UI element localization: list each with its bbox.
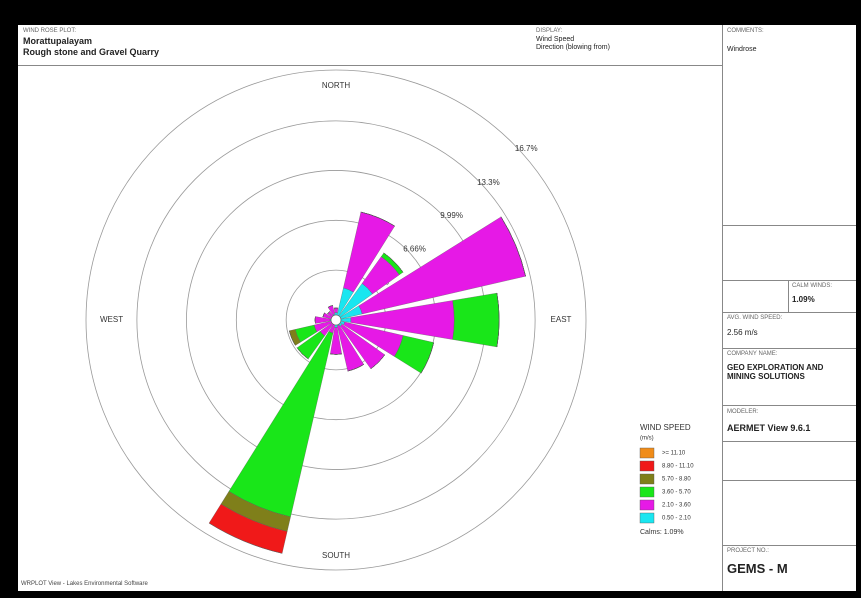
footer: WRPLOT View - Lakes Environmental Softwa… [21,581,148,587]
divider [788,280,789,312]
ring-label: 9.99% [440,211,463,220]
legend-swatch [639,486,655,498]
display: Wind Speed [536,36,575,43]
calms-label: Calms: 1.09% [640,529,684,536]
project: Rough stone and Gravel Quarry [23,47,160,57]
grid-ring [136,120,536,520]
sheet: WIND ROSE PLOT: Morattupalayam Rough sto… [18,25,856,591]
legend-swatch [639,460,655,472]
legend-label: 3.60 - 5.70 [662,490,691,496]
caption: CALM WINDS: [792,283,833,289]
divider [18,65,722,66]
legend-title: WIND SPEED [640,423,691,432]
divider [722,280,856,281]
legend-label: 8.80 - 11.10 [662,464,694,470]
legend-swatch [639,512,655,524]
compass-label: NORTH [322,81,351,90]
legend-label: 2.10 - 3.60 [662,503,691,509]
comments: Windrose [727,46,757,53]
legend-swatch [639,499,655,511]
petal-segment [496,293,500,347]
compass-label: WEST [100,315,123,324]
legend-unit: (m/s) [640,436,654,442]
divider [722,405,856,406]
ring-label: 13.3% [477,178,500,187]
divider [722,545,856,546]
legend-label: >= 11.10 [662,451,686,457]
divider [722,441,856,442]
divider [722,480,856,481]
modeler: AERMET View 9.6.1 [727,423,811,433]
caption: COMPANY NAME: [727,351,778,357]
caption: PROJECT NO.: [727,548,769,554]
site: Morattupalayam [23,36,93,46]
display: Direction (blowing from) [536,44,610,51]
petal-segment [333,307,339,313]
legend-label: 0.50 - 2.10 [662,516,691,522]
divider [722,25,723,591]
petal-segment [500,216,526,277]
company: GEO EXPLORATION AND MINING SOLUTIONS [727,363,824,381]
petal-segment [327,305,333,308]
divider [722,348,856,349]
legend-label: 5.70 - 8.80 [662,477,691,483]
petal-segment [370,354,385,369]
caption: AVG. WIND SPEED: [727,315,783,321]
ring-label: 6.66% [403,244,426,253]
legend-swatch [639,447,655,459]
calm-circle [330,314,342,326]
divider [722,225,856,226]
grid-ring [85,69,587,571]
caption: WIND ROSE PLOT: [23,28,77,34]
caption: DISPLAY: [536,28,563,34]
divider [722,312,856,313]
compass-label: SOUTH [322,551,350,560]
legend-swatch [639,473,655,485]
calm: 1.09% [792,295,815,304]
caption: COMMENTS: [727,28,764,34]
avg: 2.56 m/s [727,328,758,337]
petal-segment [289,330,296,346]
compass-label: EAST [551,315,572,324]
ring-label: 16.7% [515,144,538,153]
project-no: GEMS - M [727,561,788,576]
petal-segment [452,292,500,348]
caption: MODELER: [727,409,759,415]
